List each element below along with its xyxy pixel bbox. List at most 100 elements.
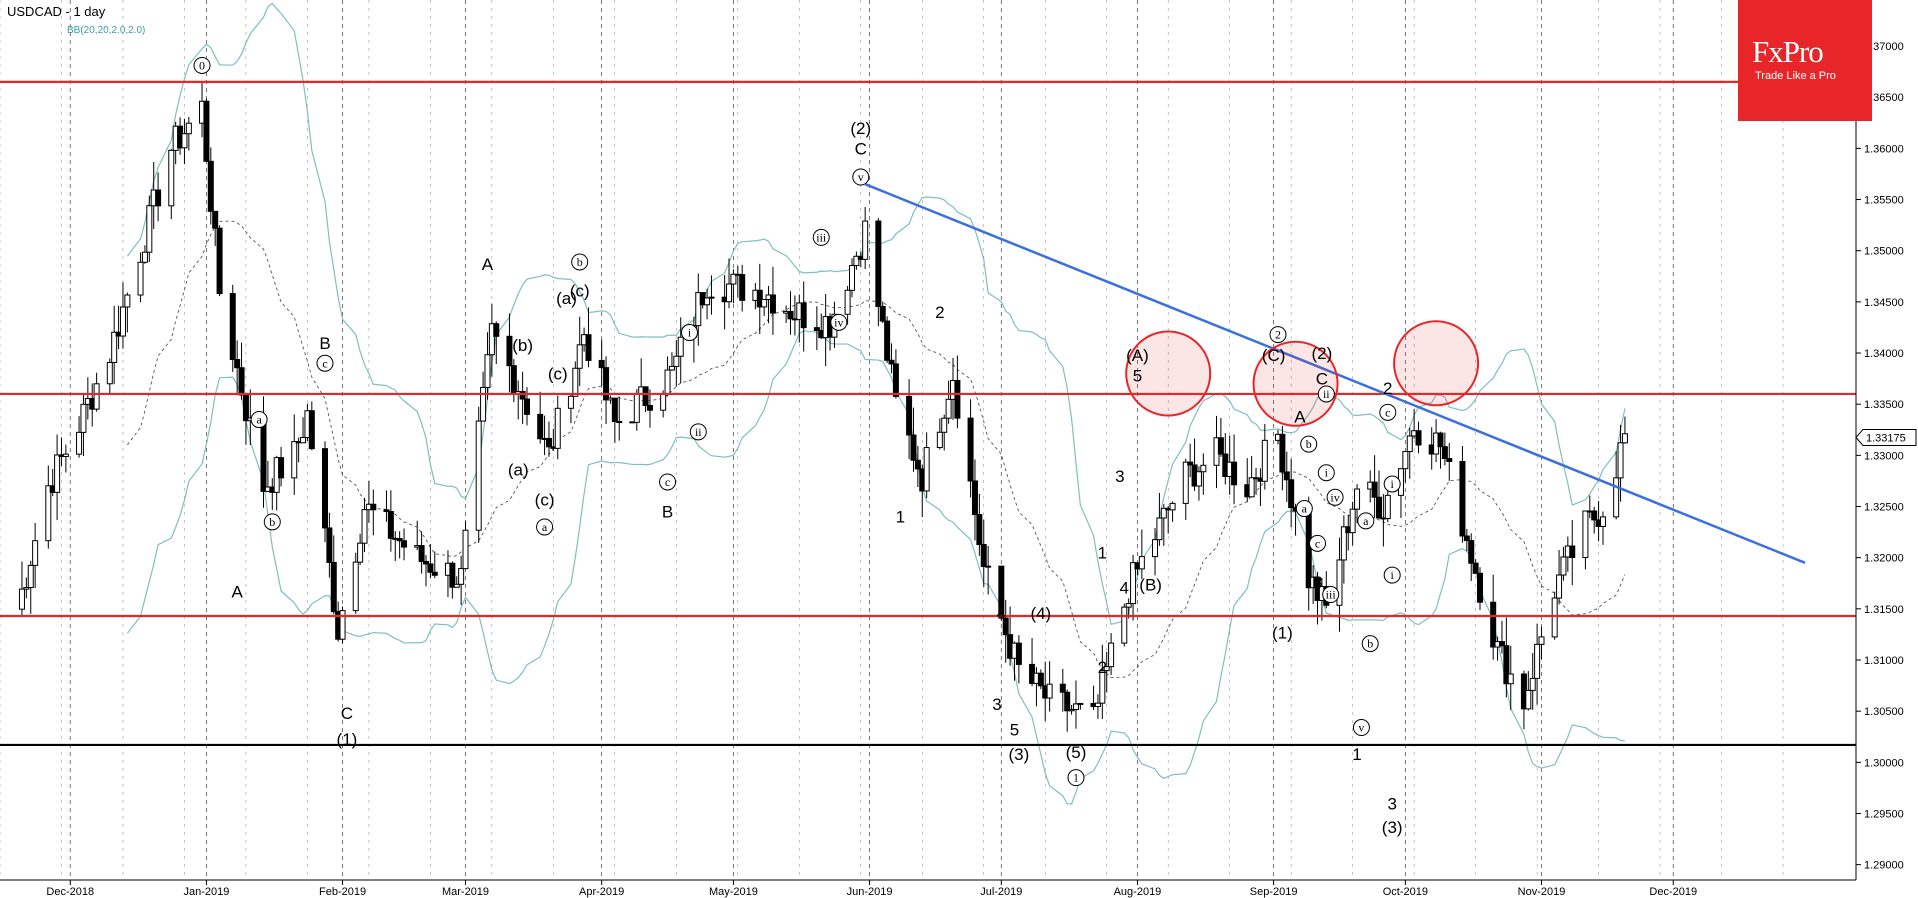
candle-body [1472, 562, 1479, 574]
candle-body [1160, 507, 1167, 519]
highlight-circle [1393, 320, 1480, 407]
candle-body [800, 302, 807, 329]
wave-label: c [665, 475, 670, 489]
y-axis: 1.37000 1.36500 1.36000 1.35500 1.35000 1.345… [1855, 0, 1917, 880]
highlight-circles [1125, 320, 1480, 427]
candle-body [54, 454, 61, 493]
wave-label-circle [681, 324, 699, 342]
candle-body [242, 394, 249, 422]
wave-label-circle [536, 518, 554, 536]
candle-body [1015, 642, 1022, 665]
candle-body [673, 355, 680, 367]
wave-label-circle [316, 354, 334, 372]
candle-body [739, 274, 746, 301]
candle-body [181, 133, 188, 149]
wave-label: v [858, 170, 864, 184]
candle-body [146, 205, 153, 253]
wave-label-circle [852, 168, 870, 186]
candle-body [93, 383, 100, 410]
wave-label-circle [1383, 566, 1401, 584]
y-tick-label: 1.29000 [1864, 860, 1904, 872]
candle-body [431, 571, 438, 576]
candle-body [1498, 641, 1505, 647]
candle-body [1182, 461, 1189, 504]
candle-body [1279, 433, 1286, 473]
wave-label: (2) [1312, 344, 1333, 363]
candle-body [27, 564, 34, 589]
wave-label: (a) [556, 289, 577, 308]
candle-body [1406, 435, 1413, 453]
candle-body [1169, 502, 1176, 511]
candle-body [168, 149, 175, 207]
candle-body [646, 405, 653, 411]
candle-body [1195, 471, 1202, 487]
wave-label: v [1358, 721, 1364, 735]
candle-body [1556, 574, 1563, 599]
x-tick-label: Nov-2019 [1518, 886, 1566, 898]
candle-body [1538, 636, 1545, 645]
y-tick-label: 1.30500 [1864, 706, 1904, 718]
candle-body [1059, 683, 1066, 693]
candle-body [1187, 461, 1194, 466]
candle-body [1560, 556, 1567, 576]
candle-body [585, 334, 592, 361]
y-tick-label: 1.31000 [1864, 655, 1904, 667]
candle-body [998, 565, 1005, 619]
wave-label: iii [1326, 588, 1337, 602]
wave-label: 1 [1352, 745, 1361, 764]
wave-label-circle [1379, 403, 1397, 421]
candle-body [1072, 703, 1079, 711]
wave-label: (c) [570, 282, 590, 301]
candle-body [1371, 481, 1378, 498]
y-tick-label: 1.35000 [1864, 246, 1904, 258]
highlight-circle [1252, 340, 1339, 427]
candle-body [1138, 556, 1145, 570]
candle-body [1200, 464, 1207, 473]
candle-body [458, 568, 465, 585]
candle-body [980, 544, 987, 567]
x-tick-label: Feb-2019 [319, 886, 366, 898]
wave-label: 2 [1383, 379, 1392, 398]
wave-label: (C) [1262, 346, 1286, 365]
candle-body [23, 587, 30, 590]
candle-body [387, 511, 394, 539]
candle-body [1046, 683, 1053, 699]
y-tick-label: 1.36500 [1864, 92, 1904, 104]
candle-body [291, 441, 298, 479]
wave-label: A [482, 255, 494, 274]
candle-body [660, 393, 667, 411]
wave-label: ii [695, 425, 702, 439]
y-tick-label: 1.29500 [1864, 808, 1904, 820]
candle-body [462, 529, 469, 570]
candle-body [537, 413, 544, 440]
candle-body [642, 386, 649, 407]
wave-label: 2 [1098, 658, 1107, 677]
y-tick-label: 1.31500 [1864, 604, 1904, 616]
wave-label: (4) [1030, 604, 1051, 623]
candle-body [357, 542, 364, 563]
candle-body [480, 386, 487, 422]
candle-body [207, 160, 214, 212]
wave-label: i [1391, 477, 1395, 491]
candle-body [1283, 471, 1290, 481]
candle-body [278, 457, 285, 479]
candle-body [524, 398, 531, 415]
candle-body [545, 437, 552, 448]
candle-body [80, 403, 87, 433]
wave-label-circle [1357, 512, 1375, 530]
y-tick-label: 1.34000 [1864, 348, 1904, 360]
candle-body [308, 410, 315, 450]
wave-label: C [341, 704, 353, 723]
x-tick-label: Jul-2019 [980, 886, 1022, 898]
candle-body [1064, 691, 1071, 712]
candle-body [238, 367, 245, 396]
candle-body [1507, 673, 1514, 685]
wave-label-circle [1309, 534, 1327, 552]
candle-body [1068, 709, 1075, 712]
candle-body [1599, 516, 1606, 527]
candle-body [1468, 540, 1475, 564]
trendline-line [864, 183, 1806, 564]
candle-body [1446, 458, 1453, 462]
candle-body [677, 336, 684, 357]
candle-body [1459, 460, 1466, 537]
